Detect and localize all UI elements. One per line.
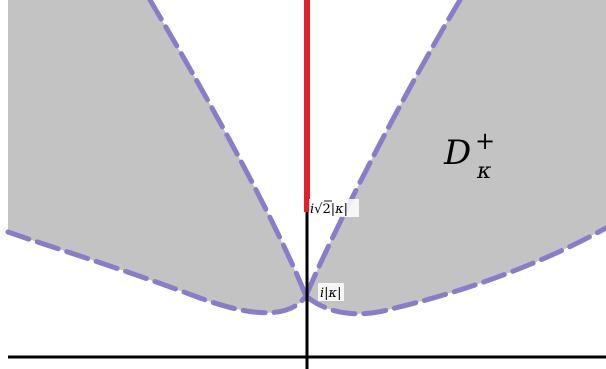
region-left-lobe [8, 0, 306, 313]
region-label: D + κ [443, 127, 500, 184]
boundary-right-outer [303, 225, 606, 317]
region-right-lobe [306, 0, 606, 314]
boundary-left-inner [147, 0, 309, 299]
point-upper-label: i√2|κ| [310, 202, 348, 217]
point-lower-prefix: i [320, 286, 324, 301]
point-upper-label-bg [309, 199, 359, 217]
point-lower-label-bg [318, 283, 344, 301]
point-upper-radical: √ [314, 202, 323, 217]
boundary-left-outer [5, 229, 309, 316]
point-lower-abs: |κ| [324, 286, 341, 301]
region-label-superscript: + [475, 127, 495, 155]
point-upper-abs: |κ| [331, 202, 348, 217]
region-label-subscript: κ [476, 159, 492, 184]
boundary-right-inner [303, 0, 463, 299]
point-upper-radicand: 2 [322, 202, 330, 217]
point-upper-prefix: i [310, 202, 314, 217]
point-lower-label: i|κ| [320, 286, 341, 301]
region-label-base: D [443, 133, 471, 173]
